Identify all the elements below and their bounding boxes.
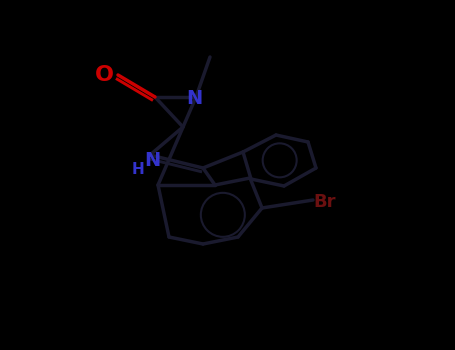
Text: Br: Br xyxy=(314,193,336,211)
Text: N: N xyxy=(186,90,202,108)
Text: O: O xyxy=(95,65,113,85)
Text: H: H xyxy=(131,161,144,176)
Text: N: N xyxy=(144,150,160,169)
